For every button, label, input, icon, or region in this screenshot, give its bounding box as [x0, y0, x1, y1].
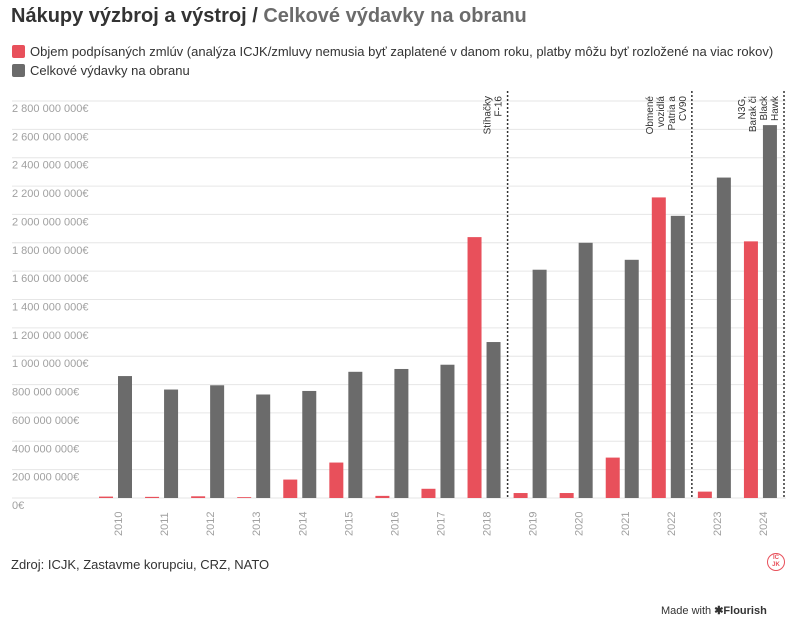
x-tick-label: 2018	[482, 512, 494, 536]
x-tick-label: 2012	[205, 512, 217, 536]
y-tick-label: 800 000 000€	[12, 387, 79, 399]
x-tick-label: 2013	[251, 512, 263, 536]
bar-defense-spending	[164, 389, 179, 498]
legend-label-contracts: Objem podpísaných zmlúv (analýza ICJK/zm…	[30, 44, 774, 59]
legend-item-defense-spending[interactable]: Celkové výdavky na obranu	[12, 61, 773, 80]
bar-contracts	[513, 493, 528, 498]
annotation-text: Hawk	[770, 95, 781, 121]
x-tick-label: 2019	[528, 512, 540, 536]
bar-defense-spending	[256, 394, 271, 498]
bar-defense-spending	[578, 242, 593, 498]
annotation-text: Stíhačky	[483, 96, 494, 134]
bar-contracts	[421, 488, 436, 498]
y-tick-label: 600 000 000€	[12, 415, 79, 427]
bar-defense-spending	[486, 342, 501, 498]
source-note: Zdroj: ICJK, Zastavme korupciu, CRZ, NAT…	[11, 557, 270, 572]
annotation-text: F-16	[494, 96, 505, 117]
bar-contracts	[467, 237, 482, 498]
bar-contracts	[605, 457, 620, 498]
annotation-text: N3G,	[737, 96, 748, 119]
bar-defense-spending	[210, 385, 225, 498]
bar-chart: 0€ 200 000 000€ 400 000 000€ 600 000 000€ 80…	[12, 91, 786, 536]
x-tick-label: 2021	[620, 512, 632, 536]
bar-defense-spending	[440, 364, 455, 498]
annotation-text: vozidlá	[656, 96, 667, 128]
x-tick-label: 2024	[758, 512, 770, 536]
x-tick-label: 2020	[574, 512, 586, 536]
icjk-logo: IC JK	[767, 553, 785, 571]
x-tick-label: 2017	[436, 512, 448, 536]
annotation-text: Barak či	[748, 96, 759, 132]
y-tick-label: 400 000 000€	[12, 443, 79, 455]
bar-defense-spending	[762, 125, 777, 498]
y-tick-label: 2 400 000 000€	[12, 160, 88, 172]
title-part-2: Celkové výdavky na obranu	[257, 5, 527, 27]
bar-contracts	[145, 496, 160, 498]
y-tick-label: 1 800 000 000€	[12, 245, 88, 257]
legend-swatch-defense-spending	[12, 64, 25, 77]
bar-defense-spending	[394, 368, 409, 498]
y-tick-label: 2 000 000 000€	[12, 216, 88, 228]
x-tick-label: 2022	[666, 512, 678, 536]
bar-contracts	[329, 462, 344, 498]
bar-defense-spending	[624, 259, 639, 498]
legend: Objem podpísaných zmlúv (analýza ICJK/zm…	[12, 42, 773, 80]
annotation-text: Patria a	[667, 96, 678, 131]
y-tick-label: 200 000 000€	[12, 472, 79, 484]
y-tick-label: 0€	[12, 500, 24, 512]
made-with-flourish[interactable]: Made with ✱Flourish	[661, 604, 767, 617]
bar-contracts	[191, 496, 206, 498]
legend-label-defense-spending: Celkové výdavky na obranu	[30, 63, 190, 78]
x-tick-label: 2015	[343, 512, 355, 536]
y-tick-label: 1 400 000 000€	[12, 302, 88, 314]
bar-contracts	[743, 241, 758, 498]
x-tick-label: 2016	[389, 512, 401, 536]
bar-contracts	[99, 496, 113, 498]
y-tick-label: 2 200 000 000€	[12, 188, 88, 200]
title-part-1: Nákupy výzbroj a výstroj /	[11, 5, 258, 27]
bar-contracts	[559, 493, 574, 498]
bar-contracts	[697, 491, 712, 498]
bar-defense-spending	[348, 371, 363, 498]
x-tick-label: 2011	[159, 512, 171, 536]
y-tick-label: 1 200 000 000€	[12, 330, 88, 342]
annotation-text: CV90	[678, 96, 689, 121]
bar-defense-spending	[716, 177, 731, 499]
bar-defense-spending	[118, 376, 132, 498]
x-tick-label: 2014	[297, 512, 309, 536]
made-with-text: Made with	[661, 605, 712, 617]
flourish-brand: ✱Flourish	[714, 605, 767, 617]
chart-title: Nákupy výzbroj a výstroj / Celkové výdav…	[11, 5, 527, 28]
y-tick-label: 1 600 000 000€	[12, 273, 88, 285]
annotation-text: Obmené	[645, 96, 656, 135]
bar-defense-spending	[532, 269, 547, 498]
y-tick-label: 1 000 000 000€	[12, 358, 88, 370]
y-tick-label: 2 600 000 000€	[12, 131, 88, 143]
legend-swatch-contracts	[12, 45, 25, 58]
bar-defense-spending	[302, 390, 317, 498]
bar-contracts	[237, 497, 252, 498]
bar-defense-spending	[670, 215, 685, 498]
x-tick-label: 2010	[113, 512, 125, 536]
bar-contracts	[283, 479, 298, 498]
y-tick-label: 2 800 000 000€	[12, 103, 88, 115]
bar-contracts	[375, 495, 390, 498]
x-tick-label: 2023	[712, 512, 724, 536]
bar-contracts	[651, 197, 666, 498]
legend-item-contracts[interactable]: Objem podpísaných zmlúv (analýza ICJK/zm…	[12, 42, 773, 61]
annotation-text: Black	[759, 95, 770, 120]
